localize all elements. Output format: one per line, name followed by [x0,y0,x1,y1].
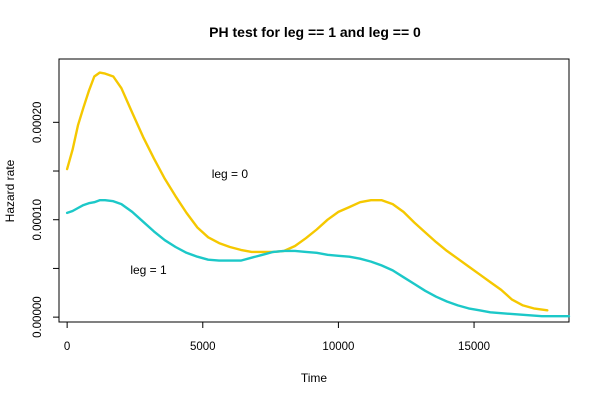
y-axis: 0.00000 0.00010 0.00020 [32,102,59,338]
x-tick-label: 0 [64,341,70,353]
y-tick-label: 0.00010 [32,199,44,241]
y-tick-label: 0.00000 [32,296,44,338]
annotation-0: leg = 0 [212,167,249,181]
chart-title: PH test for leg == 1 and leg == 0 [209,24,421,40]
series-line-1 [65,198,571,318]
annotation-1: leg = 1 [130,263,167,277]
x-tick-label: 15000 [458,341,490,353]
x-tick-label: 10000 [322,341,354,353]
x-axis: 0 5000 10000 15000 [64,322,490,353]
annotation-layer: leg = 0 leg = 1 [130,167,248,277]
y-tick-label: 0.00020 [32,102,44,144]
plot-frame [58,58,570,323]
y-axis-label: Hazard rate [3,159,17,222]
series-layer [65,71,571,318]
x-axis-label: Time [301,371,328,385]
x-tick-label: 5000 [190,341,216,353]
